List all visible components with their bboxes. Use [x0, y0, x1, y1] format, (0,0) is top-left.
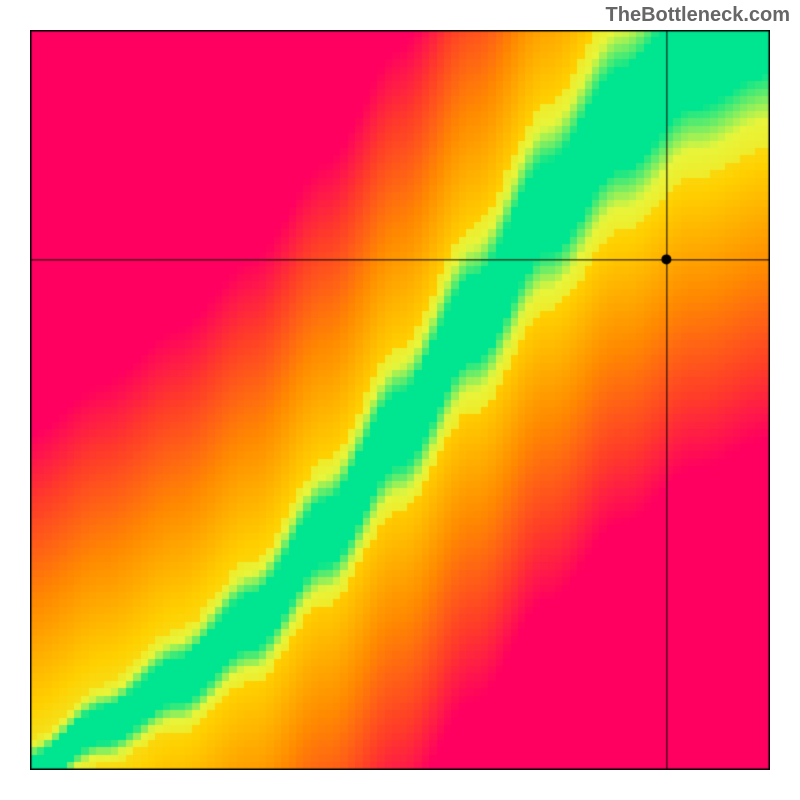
watermark-text: TheBottleneck.com — [606, 4, 790, 27]
bottleneck-heatmap — [30, 30, 770, 770]
